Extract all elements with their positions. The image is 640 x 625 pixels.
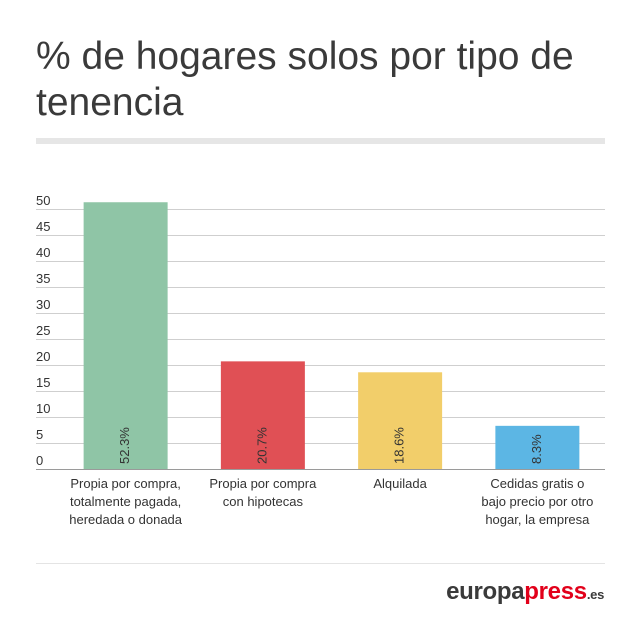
brand-name-main: europa <box>446 578 525 605</box>
title-divider <box>36 138 605 144</box>
bar <box>83 202 168 470</box>
category-label: Alquilada <box>373 476 427 491</box>
footer-divider <box>36 563 605 564</box>
y-tick-label: 35 <box>36 271 50 286</box>
bar-value-label: 20.7% <box>254 427 269 464</box>
brand-name-accent: press <box>524 578 587 605</box>
y-tick-label: 40 <box>36 245 50 260</box>
bars <box>83 202 580 470</box>
bar <box>495 425 580 469</box>
y-tick-label: 25 <box>36 323 50 338</box>
y-tick-label: 20 <box>36 349 50 364</box>
category-label: Cedidas gratis o bajo precio por otro hoga… <box>481 476 593 527</box>
y-tick-labels: 0 5 10 15 20 25 30 35 40 45 50 <box>36 193 50 468</box>
y-tick-label: 45 <box>36 219 50 234</box>
category-labels: Propia por compra, totalmente pagada, here… <box>69 476 593 527</box>
brand-logo: europapress.es <box>446 578 604 606</box>
y-tick-label: 0 <box>36 453 43 468</box>
category-label: Propia por compra, totalmente pagada, here… <box>69 476 183 527</box>
category-label: Propia por compra con hipotecas <box>209 476 317 509</box>
value-labels: 52.3% 20.7% 18.6% 8.3% <box>117 427 544 464</box>
bar-chart: 52.3% 20.7% 18.6% 8.3% 0 5 10 15 20 25 30 35 40 45 50… <box>36 193 605 527</box>
y-tick-label: 15 <box>36 375 50 390</box>
y-tick-label: 50 <box>36 193 50 208</box>
y-tick-label: 10 <box>36 401 50 416</box>
bar <box>220 361 305 469</box>
chart-title: % de hogares solos por tipo de tenencia <box>36 35 574 124</box>
brand-tld: .es <box>586 587 604 602</box>
y-tick-label: 30 <box>36 297 50 312</box>
bar-value-label: 18.6% <box>392 427 407 464</box>
bar <box>358 372 443 469</box>
bar-value-label: 52.3% <box>117 427 132 464</box>
bar-value-label: 8.3% <box>529 434 544 464</box>
y-tick-label: 5 <box>36 427 43 442</box>
